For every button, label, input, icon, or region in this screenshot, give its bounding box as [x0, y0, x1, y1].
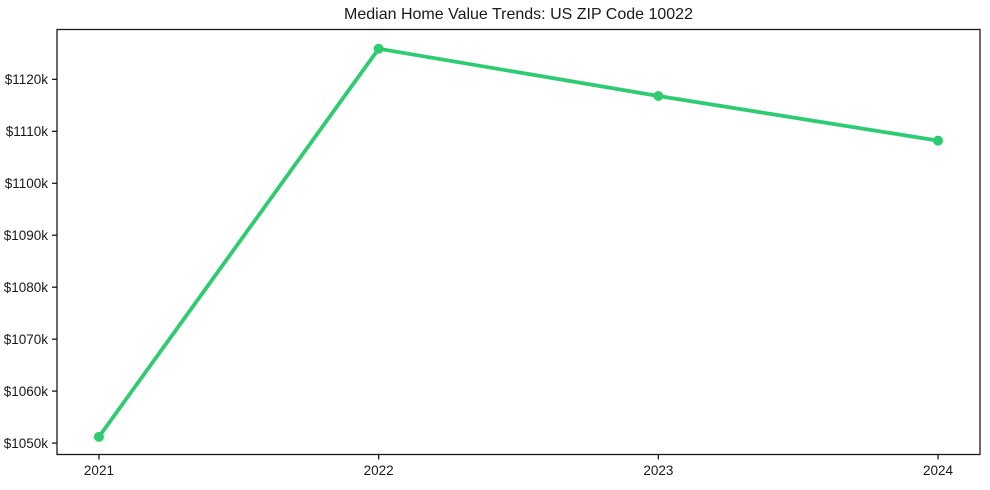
y-axis-tick-label: $1120k	[5, 72, 49, 87]
y-axis-tick-label: $1100k	[5, 176, 49, 191]
axis-frame	[56, 28, 981, 456]
chart-title: Median Home Value Trends: US ZIP Code 10…	[344, 6, 693, 23]
y-axis-tick-label: $1070k	[4, 332, 49, 347]
x-axis-tick-label: 2021	[84, 463, 114, 478]
y-axis-tick-label: $1050k	[4, 436, 49, 451]
x-axis-tick-label: 2022	[364, 463, 394, 478]
data-point-marker	[373, 43, 384, 54]
line-series	[97, 46, 940, 439]
y-axis-tick-label: $1060k	[4, 384, 49, 399]
x-axis-tick-label: 2024	[923, 463, 954, 478]
x-axis-tick-label: 2023	[643, 463, 673, 478]
y-axis-tick-label: $1110k	[6, 124, 49, 139]
data-point-marker	[93, 431, 104, 442]
data-point-marker	[933, 135, 944, 146]
y-axis-tick-label: $1090k	[4, 228, 49, 243]
data-point-marker	[653, 91, 664, 102]
y-axis-tick-label: $1080k	[4, 280, 49, 295]
